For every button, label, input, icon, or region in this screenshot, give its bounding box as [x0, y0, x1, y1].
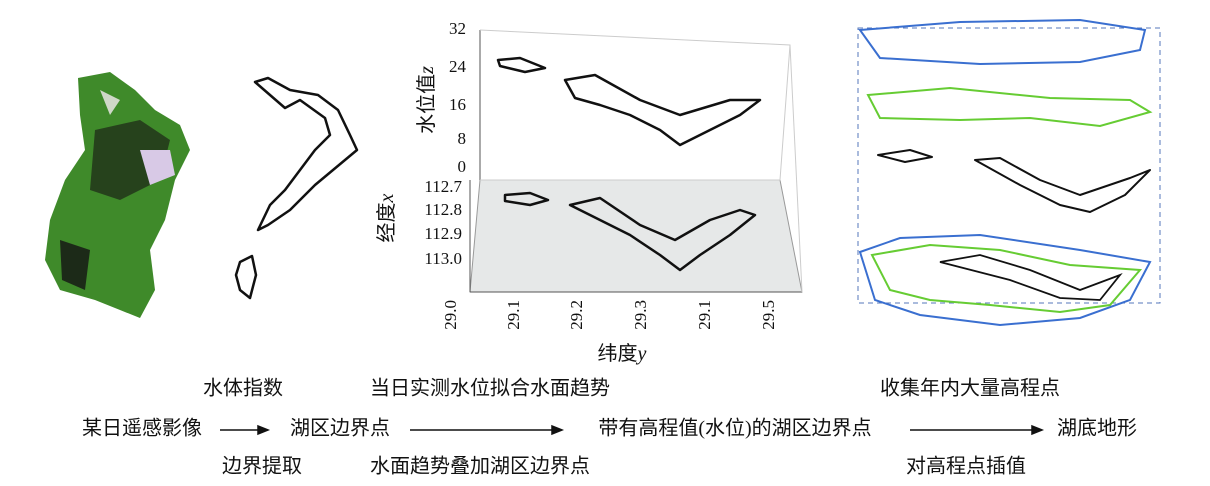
z-axis-label: 水位值z — [415, 66, 438, 134]
x-tick-label: 112.8 — [424, 200, 462, 219]
y-tick-label: 29.3 — [631, 300, 650, 330]
x-axis-label-text: 经度 — [375, 202, 398, 242]
y-axis-label-symbol: y — [636, 343, 647, 365]
satellite-image — [45, 72, 190, 318]
x-axis-label: 经度x — [375, 193, 398, 242]
x-tick-label: 112.7 — [424, 177, 462, 196]
flow-above: 当日实测水位拟合水面趋势 — [370, 377, 610, 400]
y-tick-label: 29.1 — [695, 300, 714, 330]
x-tick-label: 113.0 — [424, 249, 462, 268]
boundary-outline — [234, 76, 359, 300]
flow-below: 边界提取 — [222, 455, 302, 478]
z-tick-label: 8 — [458, 129, 467, 148]
z-axis-label-symbol: z — [416, 66, 438, 75]
z-tick-label: 32 — [449, 19, 466, 38]
y-tick-label: 29.5 — [759, 300, 778, 330]
terrain-panel — [857, 18, 1161, 327]
flow-step: 湖底地形 — [1057, 417, 1137, 440]
y-axis-label: 纬度y — [598, 342, 647, 365]
flow-step: 带有高程值(水位)的湖区边界点 — [598, 417, 871, 440]
flow-above: 收集年内大量高程点 — [880, 377, 1060, 400]
z-axis-label-text: 水位值 — [415, 74, 438, 134]
z-tick-label: 0 — [458, 157, 467, 176]
flow-above: 水体指数 — [203, 377, 283, 400]
x-tick-label: 112.9 — [424, 224, 462, 243]
y-tick-label: 29.0 — [441, 300, 460, 330]
flow-step: 湖区边界点 — [290, 417, 390, 440]
y-tick-label: 29.1 — [504, 300, 523, 330]
z-tick-label: 16 — [449, 95, 466, 114]
flow-below: 水面趋势叠加湖区边界点 — [370, 455, 590, 478]
plot-3d — [469, 29, 803, 293]
flow-arrows — [220, 424, 1045, 436]
flow-step: 某日遥感影像 — [82, 417, 202, 440]
y-tick-label: 29.2 — [567, 300, 586, 330]
flow-below: 对高程点插值 — [906, 455, 1026, 478]
z-tick-label: 24 — [449, 57, 467, 76]
y-axis-label-text: 纬度 — [598, 342, 638, 365]
x-axis-label-symbol: x — [376, 193, 398, 203]
